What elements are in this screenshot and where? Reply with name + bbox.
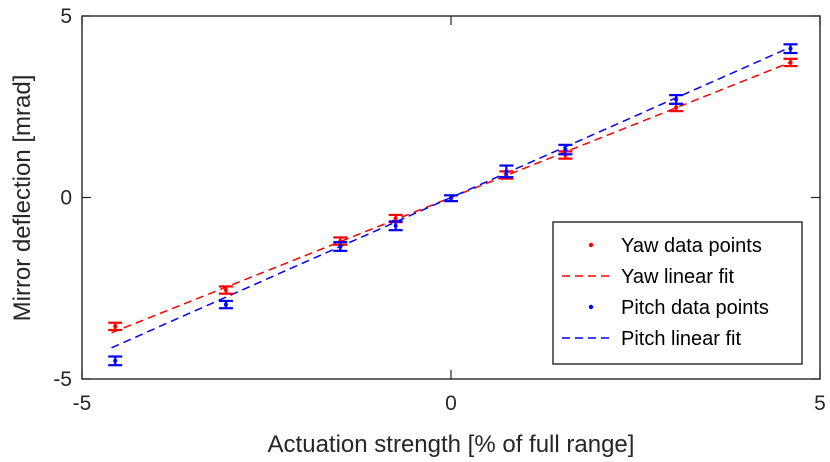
yaw-data-points-point: [674, 105, 679, 110]
yaw-data-points-errorbar: [783, 57, 798, 68]
legend-label-yaw-linear-fit: Yaw linear fit: [621, 266, 734, 288]
pitch-data-points-errorbar: [783, 43, 798, 55]
pitch-data-points-point: [393, 223, 398, 228]
yaw-data-points-errorbar: [218, 285, 233, 295]
x-tick-label: -5: [73, 392, 92, 415]
y-tick-label: 0: [60, 187, 72, 210]
x-tick-label: 0: [445, 392, 457, 415]
yaw-data-points-point: [788, 60, 793, 65]
pitch-data-points-point: [504, 169, 509, 174]
legend-marker-pitch-data-points: [588, 304, 594, 310]
y-tick-label: 5: [60, 5, 72, 28]
pitch-data-points-point: [449, 196, 453, 201]
pitch-data-points-errorbar: [108, 355, 123, 367]
yaw-data-points-point: [393, 216, 398, 221]
pitch-data-points-point: [563, 147, 568, 152]
pitch-data-points-point: [674, 97, 679, 102]
x-tick-label: 5: [814, 392, 826, 415]
pitch-data-points-errorbar: [499, 164, 514, 179]
legend-label-pitch-linear-fit: Pitch linear fit: [621, 328, 741, 350]
pitch-data-points-errorbar: [388, 220, 403, 232]
legend-label-pitch-data-points: Pitch data points: [621, 297, 769, 319]
y-tick-label: -5: [53, 368, 72, 391]
pitch-data-points-point: [113, 358, 118, 363]
pitch-data-points-point: [788, 46, 793, 51]
pitch-data-points-point: [223, 302, 228, 307]
legend-label-yaw-data-points: Yaw data points: [621, 235, 762, 257]
y-axis-label: Mirror deflection [mrad]: [9, 75, 36, 322]
pitch-data-points-errorbar: [558, 143, 573, 156]
pitch-data-points-errorbar: [333, 241, 348, 252]
axes-layer: -5 0 5 -5 0 5: [53, 5, 826, 415]
data-points-layer: [108, 43, 798, 367]
pitch-data-points-errorbar: [669, 94, 684, 105]
yaw-data-points-errorbar: [108, 321, 123, 332]
yaw-data-points-point: [223, 288, 228, 293]
x-axis-label: Actuation strength [% of full range]: [268, 431, 635, 458]
legend: Yaw data points Yaw linear fit Pitch data …: [552, 221, 803, 365]
pitch-data-points-point: [338, 244, 343, 249]
legend-box: [552, 221, 803, 365]
pitch-data-points-errorbar: [218, 299, 233, 310]
pitch-data-points-errorbar: [444, 194, 458, 203]
yaw-data-points-point: [113, 324, 118, 329]
legend-marker-yaw-data-points: [588, 242, 594, 248]
